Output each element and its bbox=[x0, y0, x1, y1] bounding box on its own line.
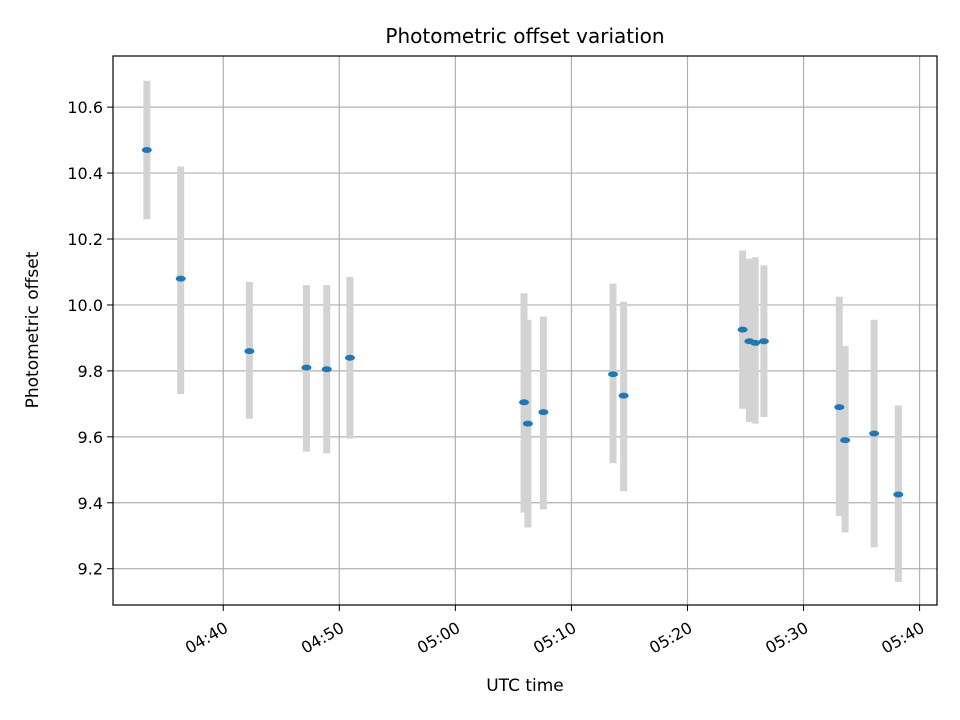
data-point bbox=[519, 399, 530, 406]
x-tick-label: 05:00 bbox=[414, 618, 463, 658]
tick-labels: 04:40 04:50 05:00 05:10 05:20 05:30 05:40 9.2 9.… bbox=[67, 98, 927, 657]
data-point bbox=[344, 354, 355, 361]
chart-title: Photometric offset variation bbox=[385, 24, 664, 48]
data-point bbox=[893, 491, 904, 498]
data-point bbox=[301, 364, 312, 371]
y-tick-label: 10.2 bbox=[67, 230, 103, 249]
y-tick-label: 10.4 bbox=[67, 164, 103, 183]
data-point bbox=[869, 430, 880, 437]
data-points bbox=[141, 146, 904, 498]
y-tick-label: 9.8 bbox=[78, 362, 103, 381]
data-point bbox=[538, 409, 549, 416]
data-point bbox=[175, 275, 186, 282]
x-tick-label: 04:40 bbox=[182, 618, 231, 658]
y-tick-label: 10.6 bbox=[67, 98, 103, 117]
x-tick-label: 05:20 bbox=[646, 618, 695, 658]
data-point bbox=[750, 339, 761, 346]
x-axis-label: UTC time bbox=[486, 676, 564, 696]
plot-frame bbox=[112, 55, 938, 606]
axes bbox=[107, 55, 938, 611]
y-axis-label: Photometric offset bbox=[23, 251, 43, 408]
error-bars bbox=[143, 80, 902, 582]
data-point bbox=[321, 366, 332, 373]
data-point bbox=[141, 146, 152, 153]
x-tick-label: 05:30 bbox=[762, 618, 811, 658]
data-point bbox=[608, 371, 619, 378]
y-tick-label: 10.0 bbox=[67, 296, 103, 315]
y-tick-label: 9.4 bbox=[78, 494, 103, 513]
x-tick-label: 05:10 bbox=[530, 618, 579, 658]
x-tick-label: 05:40 bbox=[878, 618, 927, 658]
y-tick-label: 9.2 bbox=[78, 560, 103, 579]
data-point bbox=[834, 404, 845, 411]
data-point bbox=[244, 348, 255, 355]
data-point bbox=[618, 392, 629, 399]
y-tick-label: 9.6 bbox=[78, 428, 103, 447]
data-point bbox=[840, 437, 851, 444]
data-point bbox=[522, 420, 533, 427]
x-tick-label: 04:50 bbox=[298, 618, 347, 658]
data-point bbox=[737, 326, 748, 333]
data-point bbox=[758, 338, 769, 345]
